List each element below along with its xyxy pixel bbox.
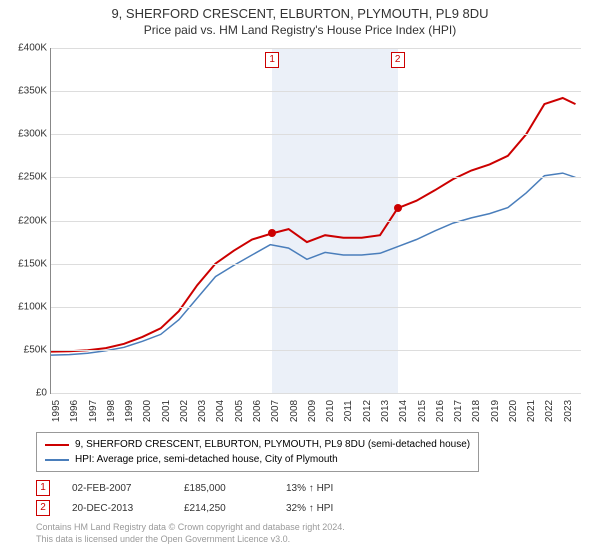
xtick-label: 2003 [197, 400, 208, 422]
sale-marker-box: 1 [265, 52, 279, 68]
legend-swatch [45, 444, 69, 446]
xtick-label: 2017 [453, 400, 464, 422]
xtick-label: 1996 [69, 400, 80, 422]
gridline [51, 221, 581, 222]
ytick-label: £400K [18, 43, 47, 54]
event-delta: 13% ↑ HPI [286, 483, 333, 494]
legend-label: 9, SHERFORD CRESCENT, ELBURTON, PLYMOUTH… [75, 437, 470, 452]
event-row: 1 02-FEB-2007 £185,000 13% ↑ HPI [36, 478, 333, 498]
xtick-label: 2006 [252, 400, 263, 422]
xtick-label: 2001 [161, 400, 172, 422]
xtick-label: 2008 [289, 400, 300, 422]
legend-item: HPI: Average price, semi-detached house,… [45, 452, 470, 467]
xtick-label: 2016 [435, 400, 446, 422]
xtick-label: 2011 [343, 400, 354, 422]
xtick-label: 2022 [544, 400, 555, 422]
xtick-label: 2009 [307, 400, 318, 422]
xtick-label: 2020 [508, 400, 519, 422]
event-date: 20-DEC-2013 [72, 503, 162, 514]
xtick-label: 2019 [490, 400, 501, 422]
xtick-label: 2014 [398, 400, 409, 422]
xtick-label: 1999 [124, 400, 135, 422]
gridline [51, 393, 581, 394]
chart-plot-area: £0£50K£100K£150K£200K£250K£300K£350K£400… [50, 48, 581, 394]
xtick-label: 2018 [471, 400, 482, 422]
attribution-line: Contains HM Land Registry data © Crown c… [36, 522, 345, 534]
sale-dot [394, 204, 402, 212]
xtick-label: 2023 [563, 400, 574, 422]
ytick-label: £200K [18, 215, 47, 226]
ytick-label: £250K [18, 172, 47, 183]
event-delta: 32% ↑ HPI [286, 503, 333, 514]
event-date: 02-FEB-2007 [72, 483, 162, 494]
event-row: 2 20-DEC-2013 £214,250 32% ↑ HPI [36, 498, 333, 518]
xtick-label: 1998 [106, 400, 117, 422]
xtick-label: 2015 [417, 400, 428, 422]
gridline [51, 264, 581, 265]
ytick-label: £150K [18, 258, 47, 269]
xtick-label: 2013 [380, 400, 391, 422]
legend-label: HPI: Average price, semi-detached house,… [75, 452, 338, 467]
ytick-label: £50K [24, 344, 47, 355]
gridline [51, 177, 581, 178]
event-price: £185,000 [184, 483, 264, 494]
xtick-label: 2021 [526, 400, 537, 422]
chart-container: 9, SHERFORD CRESCENT, ELBURTON, PLYMOUTH… [0, 0, 600, 560]
gridline [51, 307, 581, 308]
ytick-label: £300K [18, 129, 47, 140]
xtick-label: 2002 [179, 400, 190, 422]
xtick-label: 2012 [362, 400, 373, 422]
gridline [51, 48, 581, 49]
gridline [51, 91, 581, 92]
sale-dot [268, 229, 276, 237]
event-marker-box: 1 [36, 480, 50, 496]
event-price: £214,250 [184, 503, 264, 514]
ytick-label: £0 [36, 388, 47, 399]
xtick-label: 2010 [325, 400, 336, 422]
xtick-label: 1995 [51, 400, 62, 422]
event-table: 1 02-FEB-2007 £185,000 13% ↑ HPI 2 20-DE… [36, 478, 333, 518]
chart-title: 9, SHERFORD CRESCENT, ELBURTON, PLYMOUTH… [0, 0, 600, 23]
legend-item: 9, SHERFORD CRESCENT, ELBURTON, PLYMOUTH… [45, 437, 470, 452]
sale-marker-box: 2 [391, 52, 405, 68]
xtick-label: 2004 [215, 400, 226, 422]
chart-subtitle: Price paid vs. HM Land Registry's House … [0, 23, 600, 41]
ytick-label: £350K [18, 86, 47, 97]
ytick-label: £100K [18, 301, 47, 312]
xtick-label: 2007 [270, 400, 281, 422]
legend: 9, SHERFORD CRESCENT, ELBURTON, PLYMOUTH… [36, 432, 479, 472]
xtick-label: 2005 [234, 400, 245, 422]
attribution: Contains HM Land Registry data © Crown c… [36, 522, 345, 545]
attribution-line: This data is licensed under the Open Gov… [36, 534, 345, 546]
xtick-label: 2000 [142, 400, 153, 422]
gridline [51, 350, 581, 351]
xtick-label: 1997 [88, 400, 99, 422]
event-marker-box: 2 [36, 500, 50, 516]
gridline [51, 134, 581, 135]
series-price_paid [51, 98, 576, 352]
legend-swatch [45, 459, 69, 461]
